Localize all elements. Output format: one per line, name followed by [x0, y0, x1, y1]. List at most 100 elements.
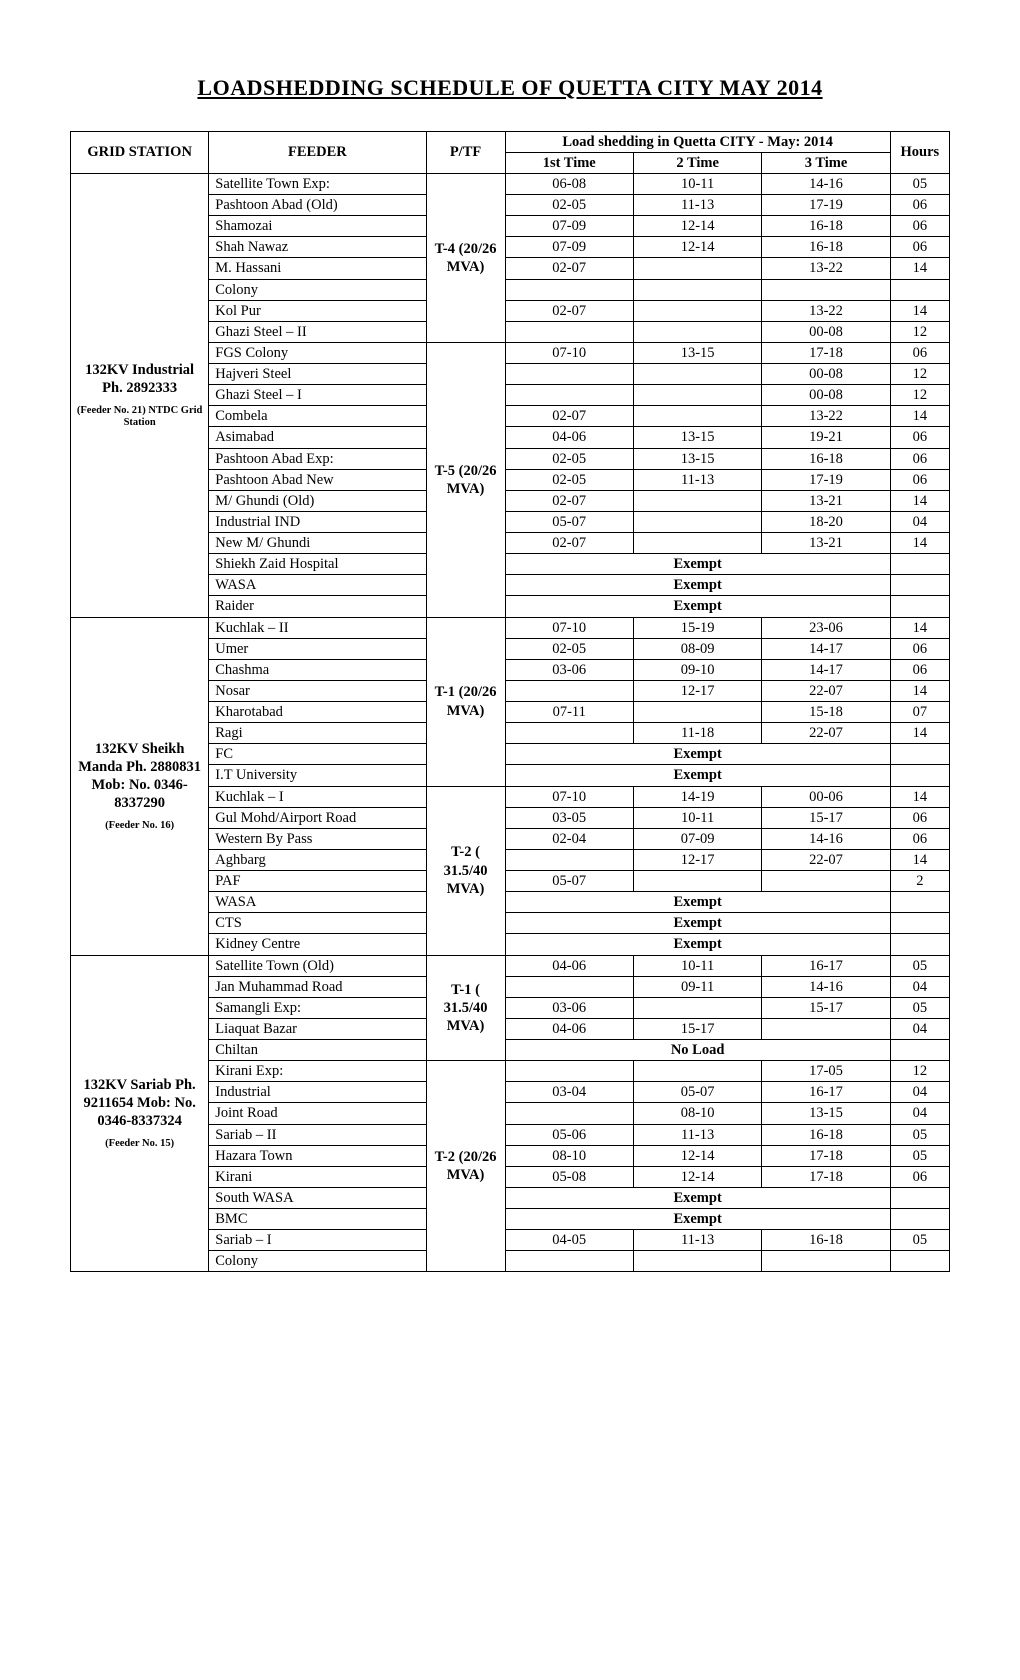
- grid-station-cell: 132KV Sariab Ph. 9211654 Mob: No. 0346-8…: [71, 955, 209, 1272]
- time-cell: 04-06: [505, 427, 633, 448]
- time-cell: 22-07: [762, 680, 890, 701]
- feeder-cell: Ragi: [209, 723, 426, 744]
- exempt-cell: Exempt: [505, 596, 890, 617]
- hours-cell: 06: [890, 237, 949, 258]
- time-cell: 02-07: [505, 533, 633, 554]
- time-cell: 12-14: [633, 237, 761, 258]
- hours-cell: 14: [890, 490, 949, 511]
- noload-cell: No Load: [505, 1040, 890, 1061]
- exempt-cell: Exempt: [505, 765, 890, 786]
- time-cell: [505, 849, 633, 870]
- feeder-cell: WASA: [209, 575, 426, 596]
- time-cell: [505, 1103, 633, 1124]
- time-cell: 02-07: [505, 300, 633, 321]
- hours-cell: 05: [890, 173, 949, 194]
- exempt-cell: Exempt: [505, 1209, 890, 1230]
- time-cell: [505, 279, 633, 300]
- feeder-cell: BMC: [209, 1209, 426, 1230]
- feeder-cell: Industrial: [209, 1082, 426, 1103]
- time-cell: 03-06: [505, 659, 633, 680]
- feeder-cell: Kirani Exp:: [209, 1061, 426, 1082]
- time-cell: 02-07: [505, 258, 633, 279]
- feeder-cell: Kol Pur: [209, 300, 426, 321]
- time-cell: 09-11: [633, 976, 761, 997]
- table-header: GRID STATION FEEDER P/TF Load shedding i…: [71, 131, 950, 173]
- time-cell: 13-21: [762, 533, 890, 554]
- header-hours: Hours: [890, 131, 949, 173]
- time-cell: 04-06: [505, 1018, 633, 1039]
- time-cell: [505, 321, 633, 342]
- feeder-cell: South WASA: [209, 1187, 426, 1208]
- time-cell: 03-05: [505, 807, 633, 828]
- hours-cell: 06: [890, 807, 949, 828]
- hours-cell: [890, 279, 949, 300]
- hours-cell: 2: [890, 871, 949, 892]
- time-cell: 05-06: [505, 1124, 633, 1145]
- hours-cell: [890, 934, 949, 955]
- hours-cell: 05: [890, 955, 949, 976]
- time-cell: [505, 723, 633, 744]
- hours-cell: 14: [890, 680, 949, 701]
- hours-cell: 06: [890, 342, 949, 363]
- time-cell: 13-22: [762, 300, 890, 321]
- hours-cell: 06: [890, 638, 949, 659]
- feeder-cell: Colony: [209, 279, 426, 300]
- time-cell: [762, 1251, 890, 1272]
- feeder-cell: Hajveri Steel: [209, 364, 426, 385]
- time-cell: 16-17: [762, 955, 890, 976]
- header-time2: 2 Time: [633, 152, 761, 173]
- feeder-cell: Samangli Exp:: [209, 997, 426, 1018]
- feeder-cell: Gul Mohd/Airport Road: [209, 807, 426, 828]
- time-cell: [505, 385, 633, 406]
- feeder-cell: Liaquat Bazar: [209, 1018, 426, 1039]
- time-cell: 02-05: [505, 195, 633, 216]
- ptf-cell: T-1 (20/26 MVA): [426, 617, 505, 786]
- hours-cell: 06: [890, 216, 949, 237]
- time-cell: 02-07: [505, 406, 633, 427]
- hours-cell: 06: [890, 448, 949, 469]
- time-cell: 08-09: [633, 638, 761, 659]
- time-cell: 15-18: [762, 702, 890, 723]
- time-cell: 10-11: [633, 807, 761, 828]
- header-time1: 1st Time: [505, 152, 633, 173]
- feeder-cell: Nosar: [209, 680, 426, 701]
- time-cell: 14-19: [633, 786, 761, 807]
- time-cell: 00-08: [762, 364, 890, 385]
- feeder-cell: Hazara Town: [209, 1145, 426, 1166]
- hours-cell: 05: [890, 1124, 949, 1145]
- time-cell: [633, 511, 761, 532]
- hours-cell: 14: [890, 849, 949, 870]
- time-cell: 15-17: [762, 997, 890, 1018]
- time-cell: 09-10: [633, 659, 761, 680]
- time-cell: [505, 364, 633, 385]
- time-cell: 13-22: [762, 258, 890, 279]
- hours-cell: 06: [890, 1166, 949, 1187]
- time-cell: 12-17: [633, 680, 761, 701]
- time-cell: 17-19: [762, 195, 890, 216]
- time-cell: 07-10: [505, 342, 633, 363]
- time-cell: 00-08: [762, 321, 890, 342]
- time-cell: 13-22: [762, 406, 890, 427]
- time-cell: [633, 279, 761, 300]
- time-cell: 13-21: [762, 490, 890, 511]
- hours-cell: [890, 765, 949, 786]
- feeder-cell: Pashtoon Abad (Old): [209, 195, 426, 216]
- feeder-cell: Kirani: [209, 1166, 426, 1187]
- time-cell: 02-05: [505, 448, 633, 469]
- feeder-cell: Industrial IND: [209, 511, 426, 532]
- hours-cell: 14: [890, 406, 949, 427]
- feeder-cell: Chashma: [209, 659, 426, 680]
- table-body: 132KV Industrial Ph. 2892333(Feeder No. …: [71, 173, 950, 1272]
- feeder-cell: Kuchlak – II: [209, 617, 426, 638]
- feeder-cell: Ghazi Steel – II: [209, 321, 426, 342]
- exempt-cell: Exempt: [505, 934, 890, 955]
- feeder-cell: Raider: [209, 596, 426, 617]
- feeder-cell: Pashtoon Abad New: [209, 469, 426, 490]
- feeder-cell: Ghazi Steel – I: [209, 385, 426, 406]
- hours-cell: [890, 1187, 949, 1208]
- grid-station-cell: 132KV Industrial Ph. 2892333(Feeder No. …: [71, 173, 209, 617]
- hours-cell: 06: [890, 469, 949, 490]
- time-cell: [505, 1061, 633, 1082]
- table-row: 132KV Sheikh Manda Ph. 2880831 Mob: No. …: [71, 617, 950, 638]
- hours-cell: [890, 744, 949, 765]
